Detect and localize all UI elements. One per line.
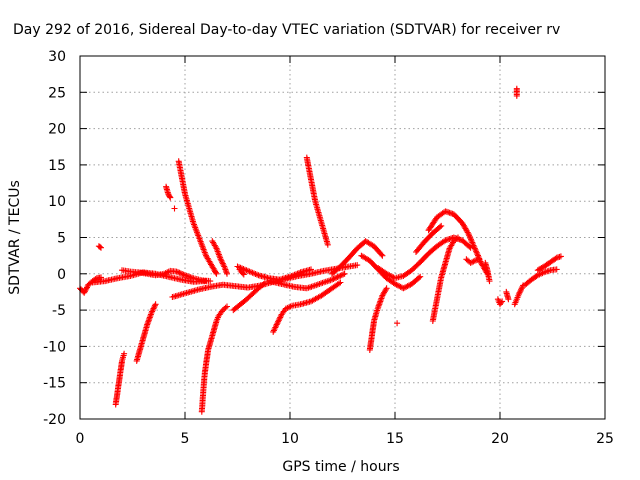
data-point — [171, 205, 178, 212]
y-tick-label: -15 — [43, 376, 66, 392]
series-arc-o — [270, 279, 344, 335]
data-point — [217, 256, 224, 263]
series-arc-y — [413, 222, 445, 255]
series-arc-af — [534, 253, 564, 274]
y-tick-label: -10 — [43, 339, 66, 355]
data-point — [400, 285, 407, 292]
series-arc-ac — [503, 288, 512, 303]
series-arc-g2 — [171, 205, 178, 212]
data-point — [224, 270, 230, 277]
data-point — [467, 259, 474, 266]
y-tick-label: 5 — [57, 231, 66, 247]
series-arc-a — [77, 274, 104, 296]
data-point — [505, 296, 512, 303]
data-point — [476, 256, 482, 263]
data-point — [354, 262, 361, 269]
data-point — [148, 310, 155, 316]
series-arc-ab — [494, 296, 506, 308]
series-arc-aa — [482, 259, 493, 285]
data-point — [240, 271, 247, 278]
series-arc-q — [266, 270, 348, 292]
series-arc-ae — [522, 266, 560, 288]
data-point — [337, 279, 344, 286]
data-point — [515, 291, 522, 298]
data-point — [224, 303, 230, 310]
data-point — [465, 230, 472, 237]
data-point — [513, 92, 520, 99]
data-points — [77, 85, 564, 415]
series-arc-m — [230, 280, 268, 314]
y-tick-label: 30 — [48, 49, 66, 65]
data-point — [557, 253, 564, 260]
x-tick-label: 25 — [596, 431, 614, 447]
y-tick-label: 20 — [48, 122, 66, 138]
x-tick-label: 5 — [181, 431, 190, 447]
data-point — [329, 276, 335, 283]
series-arc-ag — [513, 85, 520, 99]
x-tick-label: 0 — [76, 431, 85, 447]
y-tick-label: -20 — [43, 412, 66, 428]
chart-title: Day 292 of 2016, Sidereal Day-to-day VTE… — [13, 22, 560, 38]
data-point — [553, 266, 560, 273]
data-point — [379, 252, 386, 259]
x-axis-label: GPS time / hours — [282, 459, 399, 475]
series-arc-t — [366, 285, 390, 353]
series-arc-u — [394, 320, 401, 327]
data-point — [438, 222, 445, 229]
data-point — [392, 281, 398, 287]
y-tick-label: 25 — [48, 85, 66, 101]
x-tick-label: 10 — [281, 431, 299, 447]
data-point — [499, 298, 506, 305]
y-tick-label: 15 — [48, 158, 66, 174]
y-tick-label: -5 — [52, 303, 66, 319]
data-point — [486, 278, 493, 285]
y-axis-label: SDTVAR / TECUs — [7, 180, 23, 295]
y-tick-label: 0 — [57, 267, 66, 283]
series-arc-f — [133, 301, 159, 364]
series-arc-p — [303, 154, 331, 248]
data-point — [261, 280, 268, 287]
series-arc-d — [95, 243, 104, 251]
series-arc-ad — [511, 282, 527, 308]
data-point — [150, 305, 157, 312]
data-point — [167, 194, 174, 201]
data-point — [173, 268, 180, 275]
series-arc-b — [89, 269, 209, 286]
series-arc-c — [119, 267, 214, 285]
series-arc-e — [112, 350, 128, 408]
data-point — [394, 320, 401, 327]
series-arc-z — [463, 256, 482, 266]
x-tick-label: 20 — [491, 431, 509, 447]
y-tick-label: 10 — [48, 194, 66, 210]
x-tick-label: 15 — [386, 431, 404, 447]
data-point — [383, 285, 390, 292]
data-point — [324, 241, 331, 248]
data-point — [455, 234, 461, 241]
data-point — [213, 270, 220, 277]
data-point — [471, 245, 478, 252]
data-point — [207, 278, 214, 285]
grid-lines — [80, 56, 605, 419]
series-arc-i — [198, 303, 230, 415]
series-arc-w — [429, 234, 461, 324]
data-point — [308, 266, 314, 273]
axis-ticks: 0 5 10 15 20 25 -20 -15 -10 -5 0 5 10 15 20 25 30 — [43, 49, 614, 447]
data-point — [121, 350, 128, 357]
data-point — [98, 244, 104, 251]
data-point — [341, 270, 348, 277]
series-arc-n — [236, 266, 247, 278]
data-point — [417, 273, 424, 280]
series-arc-g — [163, 183, 174, 201]
series-arc-j — [209, 238, 230, 277]
series-arc-v — [375, 234, 474, 282]
data-point — [81, 289, 88, 296]
series-arc-h — [175, 158, 220, 277]
data-point — [152, 301, 159, 308]
series-arc-r — [329, 238, 386, 277]
series-arc-x — [425, 208, 491, 277]
